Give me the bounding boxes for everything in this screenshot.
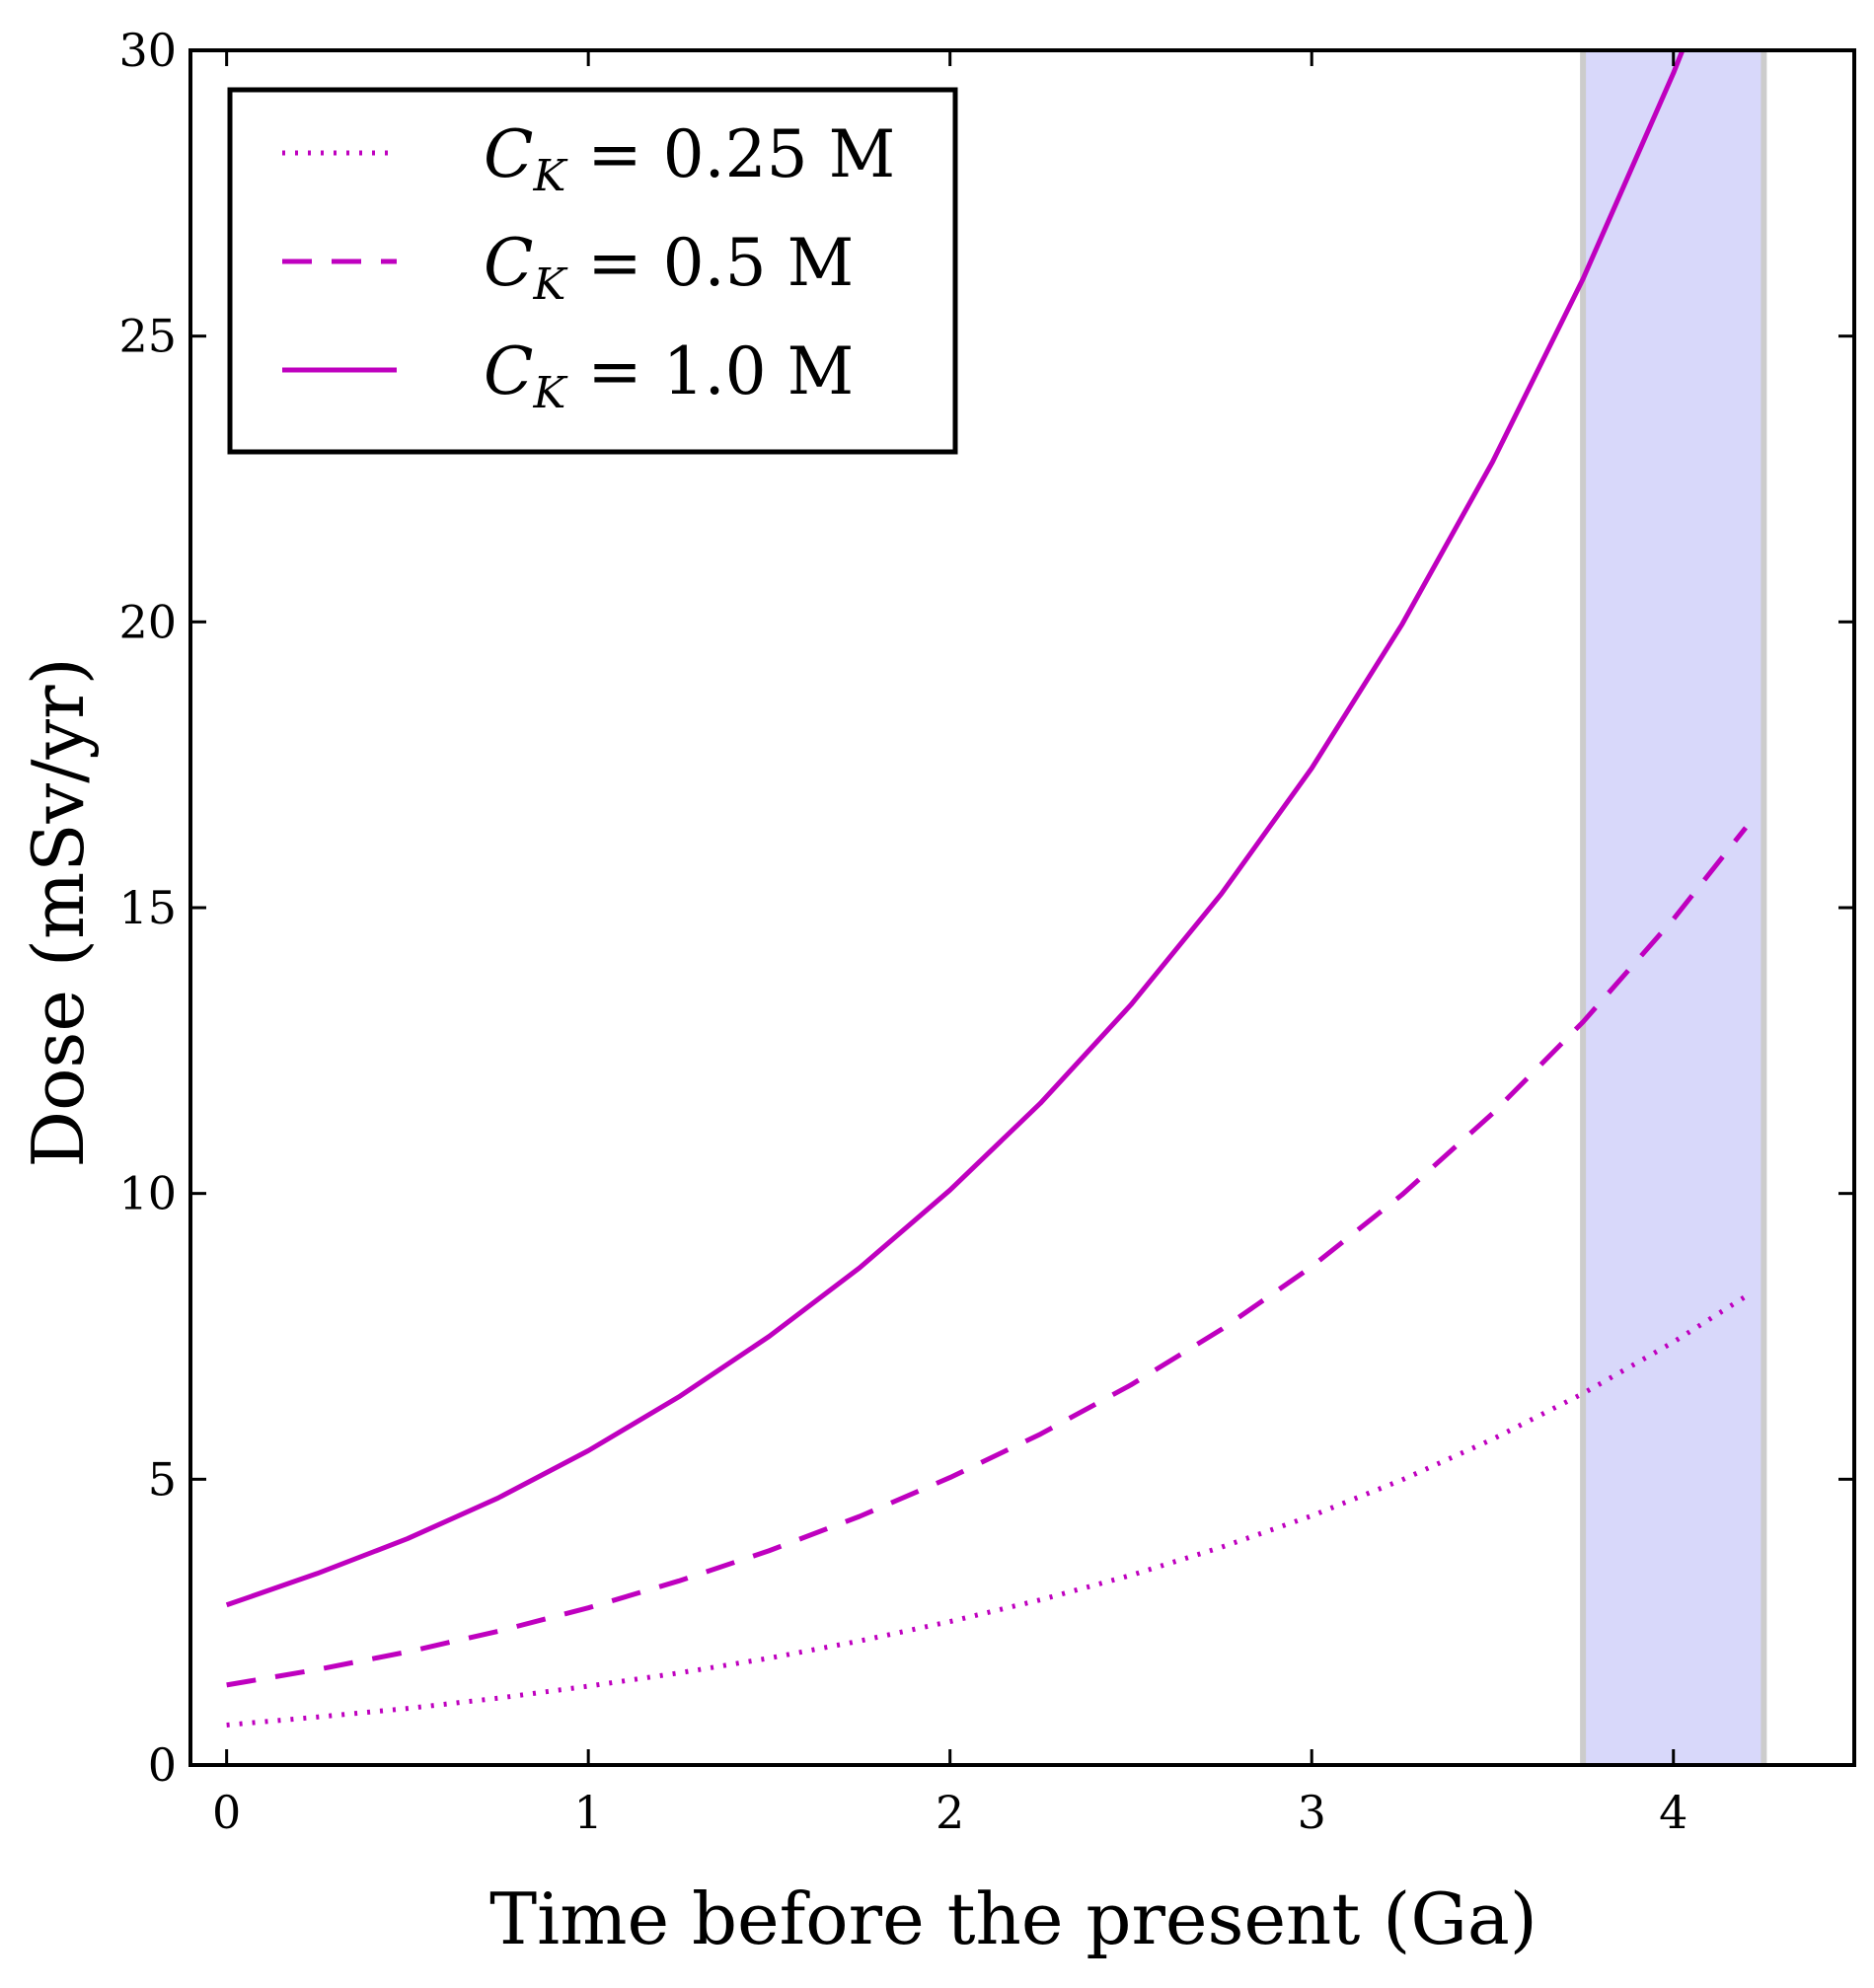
shaded-region-layer: [1580, 50, 1767, 1765]
legend-label-3: CK = 1.0 M: [484, 333, 854, 418]
legend-value: = 0.5 M: [587, 225, 854, 301]
x-tick-label: 0: [212, 1786, 241, 1839]
x-tick-label: 4: [1659, 1786, 1687, 1839]
y-tick-label: 30: [118, 24, 177, 77]
series-line-1: [226, 1293, 1748, 1728]
x-tick-label: 1: [574, 1786, 603, 1839]
y-axis-label: Dose (mSv/yr): [17, 657, 100, 1167]
legend-value: = 1.0 M: [587, 333, 854, 409]
x-tick-label: 2: [936, 1786, 964, 1839]
legend-symbol: C: [484, 333, 534, 409]
legend-subscript: K: [533, 368, 568, 418]
ticks-layer: 0 1 2 3 4 0 5 10 15 20 25 30: [118, 24, 1854, 1839]
series-line-3: [225, 50, 1686, 1608]
legend-frame: [227, 87, 958, 455]
legend: CK = 0.25 MCK = 0.5 MCK = 1.0 M: [227, 87, 958, 455]
legend-value: = 0.25 M: [587, 116, 895, 192]
x-axis-label: Time before the present (Ga): [489, 1878, 1537, 1960]
y-tick-label: 5: [148, 1452, 177, 1506]
legend-label-1: CK = 0.25 M: [484, 116, 895, 201]
x-tick-label: 3: [1298, 1786, 1326, 1839]
legend-subscript: K: [533, 259, 568, 310]
y-tick-label: 0: [148, 1738, 177, 1792]
legend-symbol: C: [484, 116, 534, 192]
y-tick-label: 20: [118, 595, 177, 648]
legend-symbol: C: [484, 225, 534, 301]
shaded-region: [1583, 50, 1764, 1765]
y-tick-label: 15: [118, 881, 177, 934]
legend-label-2: CK = 0.5 M: [484, 225, 854, 310]
y-tick-label: 25: [118, 310, 177, 363]
series-layer: [225, 50, 1749, 1728]
series-line-2: [226, 826, 1749, 1688]
y-tick-label: 10: [118, 1167, 177, 1220]
legend-subscript: K: [533, 151, 568, 201]
legend-entries: CK = 0.25 MCK = 0.5 MCK = 1.0 M: [282, 116, 895, 418]
